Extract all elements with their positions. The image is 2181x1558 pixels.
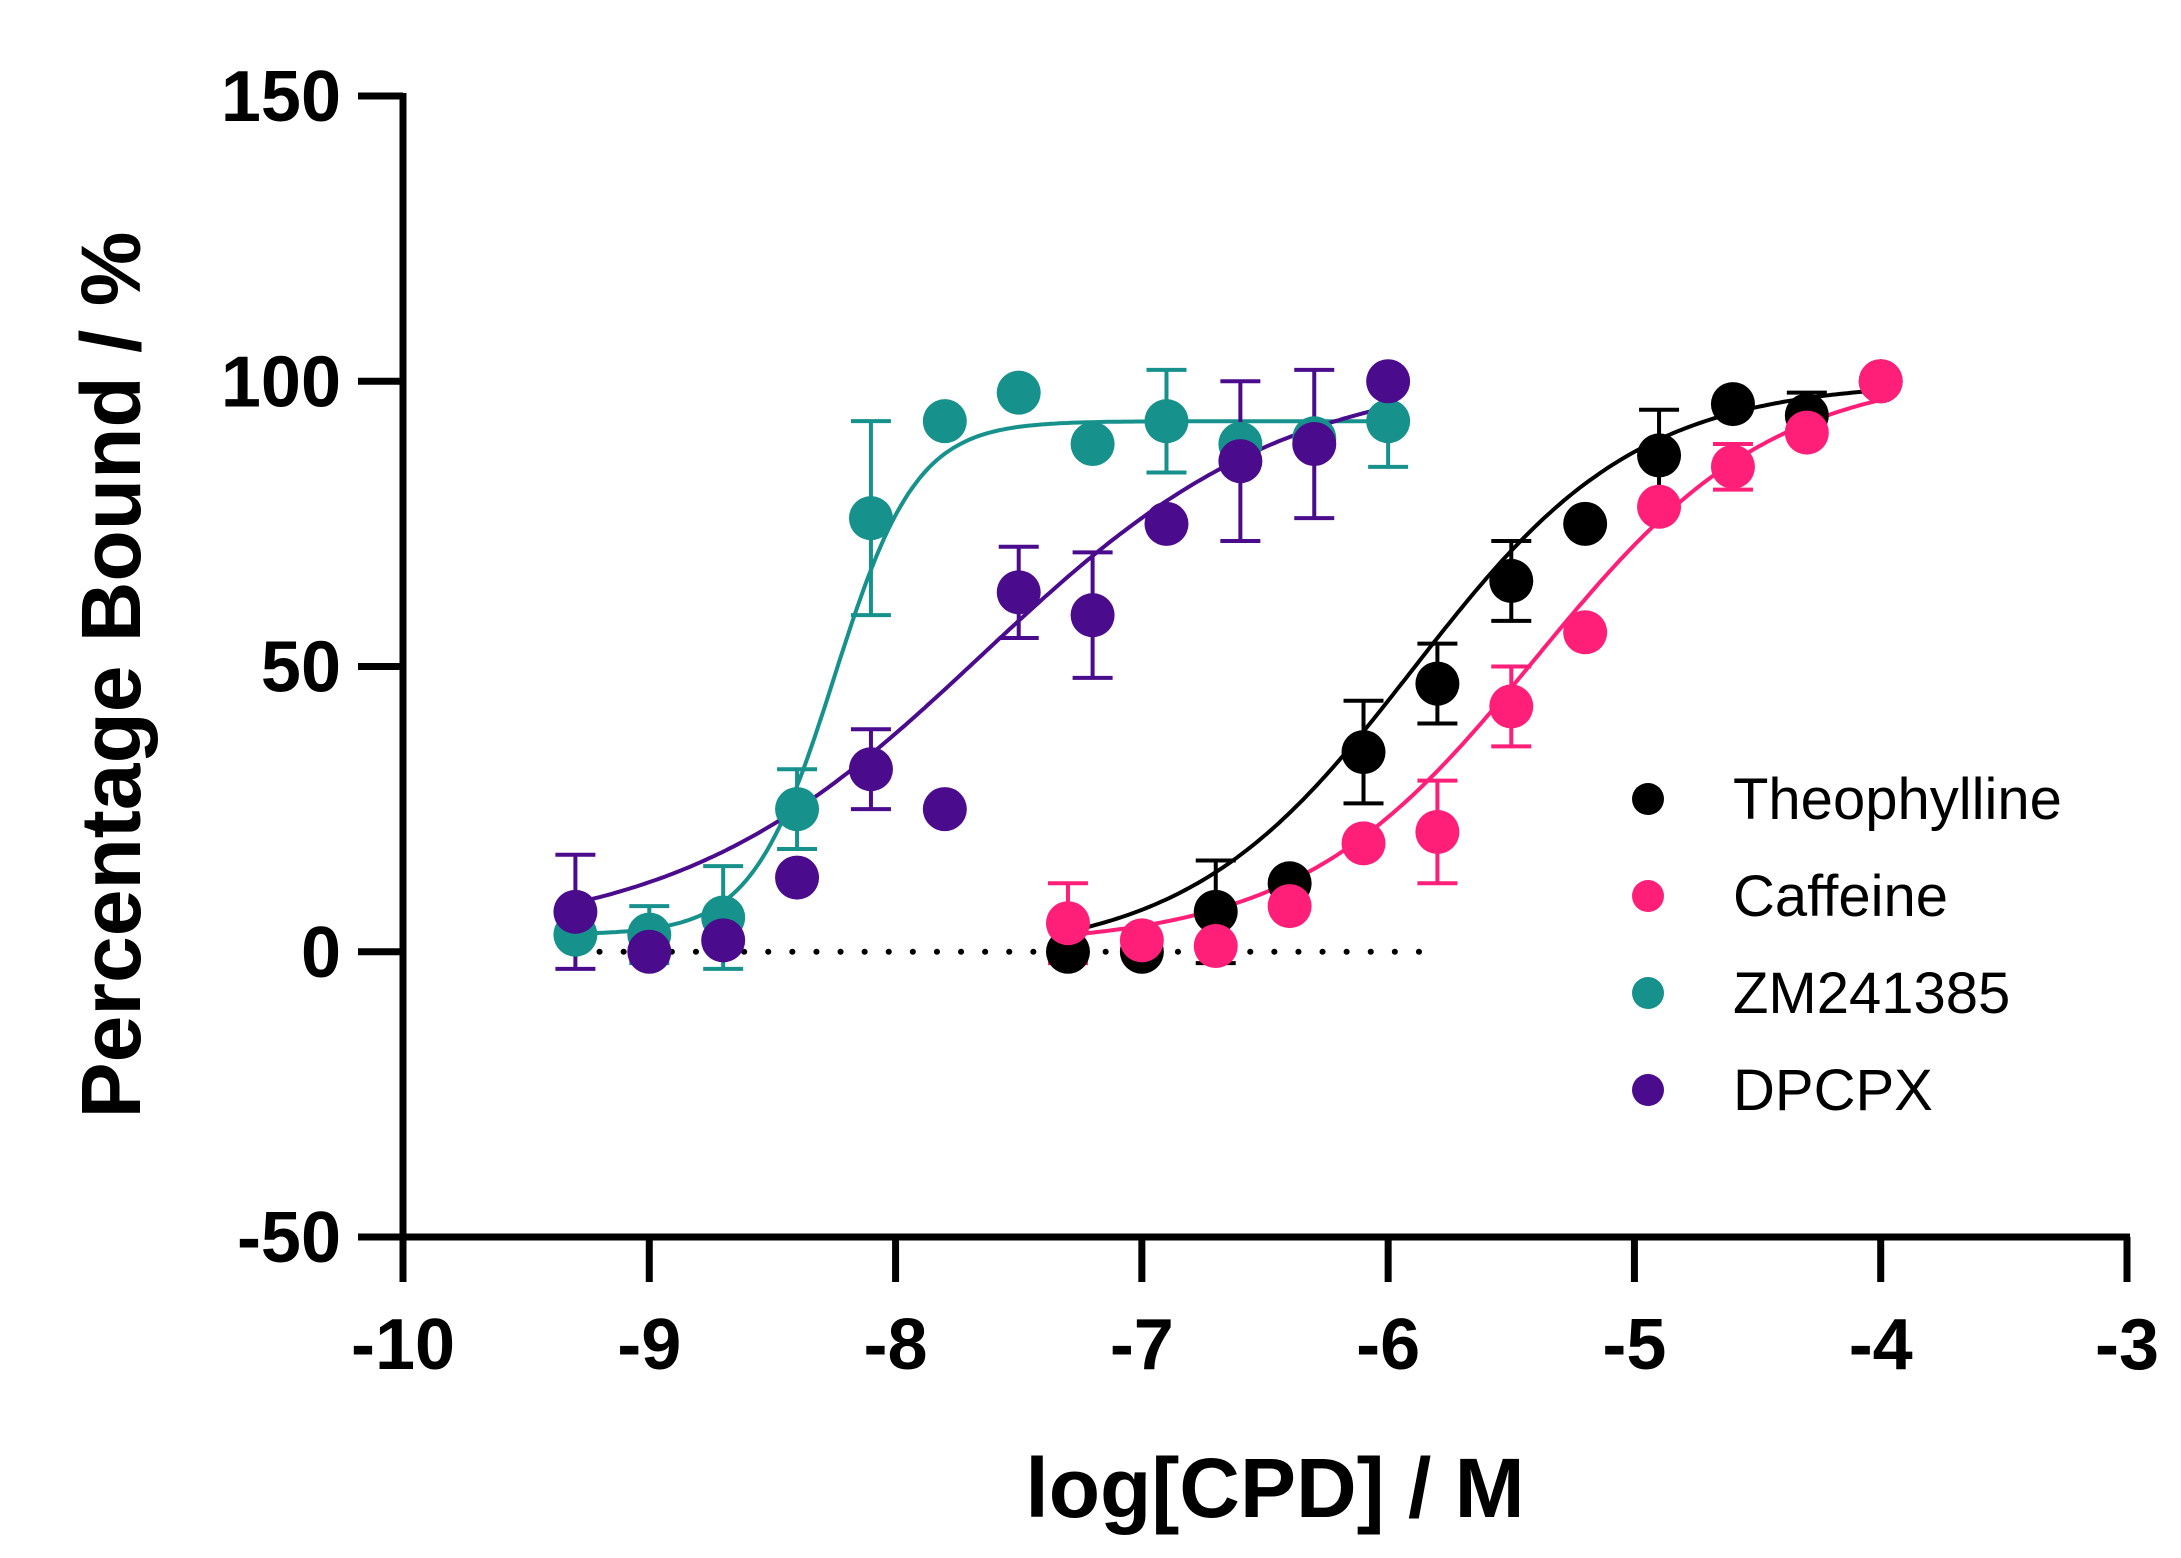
data-point-caffeine xyxy=(1489,684,1534,729)
data-point-theophylline xyxy=(1193,889,1238,934)
fit-curve-dpcpx xyxy=(574,405,1389,905)
y-tick-label: 50 xyxy=(261,628,341,708)
legend-marker xyxy=(1632,783,1664,815)
data-point-zm241385 xyxy=(775,787,820,832)
legend-label: Caffeine xyxy=(1733,864,1948,929)
data-point-zm241385 xyxy=(848,496,893,541)
data-point-zm241385 xyxy=(922,399,967,444)
data-point-caffeine xyxy=(1193,924,1238,969)
x-tick-label: -3 xyxy=(2095,1305,2159,1385)
data-point-dpcpx xyxy=(1218,439,1263,484)
x-axis-title: log[CPD] / M xyxy=(1025,1441,1524,1535)
y-tick-label: -50 xyxy=(237,1198,341,1278)
data-point-theophylline xyxy=(1563,501,1608,546)
data-point-dpcpx xyxy=(627,929,672,974)
data-point-dpcpx xyxy=(1366,359,1411,404)
x-tick-label: -6 xyxy=(1356,1305,1420,1385)
y-axis-title: Percentage Bound / % xyxy=(64,232,158,1119)
data-point-theophylline xyxy=(1341,730,1386,775)
data-point-caffeine xyxy=(1415,809,1460,854)
data-point-caffeine xyxy=(1784,410,1829,455)
legend-marker xyxy=(1632,1074,1664,1106)
data-point-caffeine xyxy=(1858,359,1903,404)
data-point-caffeine xyxy=(1267,884,1312,929)
legend-marker xyxy=(1632,977,1664,1009)
data-point-dpcpx xyxy=(996,570,1041,615)
data-point-dpcpx xyxy=(775,855,820,900)
data-point-zm241385 xyxy=(996,370,1041,415)
data-point-theophylline xyxy=(1489,558,1534,603)
legend-label: Theophylline xyxy=(1733,767,2062,832)
x-tick-label: -7 xyxy=(1110,1305,1174,1385)
data-point-dpcpx xyxy=(553,889,598,934)
data-point-dpcpx xyxy=(1070,593,1115,638)
x-tick-label: -5 xyxy=(1602,1305,1666,1385)
data-point-caffeine xyxy=(1119,918,1164,963)
x-tick-label: -4 xyxy=(1849,1305,1913,1385)
data-point-dpcpx xyxy=(1292,422,1337,467)
data-point-caffeine xyxy=(1341,821,1386,866)
data-point-dpcpx xyxy=(701,918,746,963)
y-tick-label: 150 xyxy=(221,57,341,137)
data-point-zm241385 xyxy=(1070,422,1115,467)
fit-curve-theophylline xyxy=(1067,388,1881,934)
x-tick-label: -10 xyxy=(351,1305,455,1385)
data-point-caffeine xyxy=(1045,901,1090,946)
fit-curve-caffeine xyxy=(1067,397,1882,937)
fit-curve-zm241385 xyxy=(575,419,1389,936)
data-point-theophylline xyxy=(1637,433,1682,478)
y-tick-label: 0 xyxy=(301,913,341,993)
legend-marker xyxy=(1632,880,1664,912)
data-point-caffeine xyxy=(1710,444,1755,489)
y-tick-label: 100 xyxy=(221,342,341,422)
data-point-dpcpx xyxy=(848,747,893,792)
data-point-caffeine xyxy=(1637,484,1682,529)
data-point-dpcpx xyxy=(1144,501,1189,546)
data-point-zm241385 xyxy=(1144,399,1189,444)
legend: Theophylline Caffeine ZM241385 DPCPX xyxy=(1632,767,2062,1123)
data-point-caffeine xyxy=(1563,610,1608,655)
plot-area xyxy=(553,359,1903,974)
x-tick-label: -8 xyxy=(864,1305,928,1385)
legend-label: DPCPX xyxy=(1733,1058,1933,1123)
legend-label: ZM241385 xyxy=(1733,961,2010,1026)
data-point-dpcpx xyxy=(922,787,967,832)
data-point-zm241385 xyxy=(1366,399,1411,444)
data-point-theophylline xyxy=(1415,661,1460,706)
x-tick-label: -9 xyxy=(617,1305,681,1385)
data-point-theophylline xyxy=(1710,382,1755,427)
ticks: -50 0 50 100 150 -10 -9 -8 -7 -6 -5 -4 -3 xyxy=(221,57,2159,1385)
